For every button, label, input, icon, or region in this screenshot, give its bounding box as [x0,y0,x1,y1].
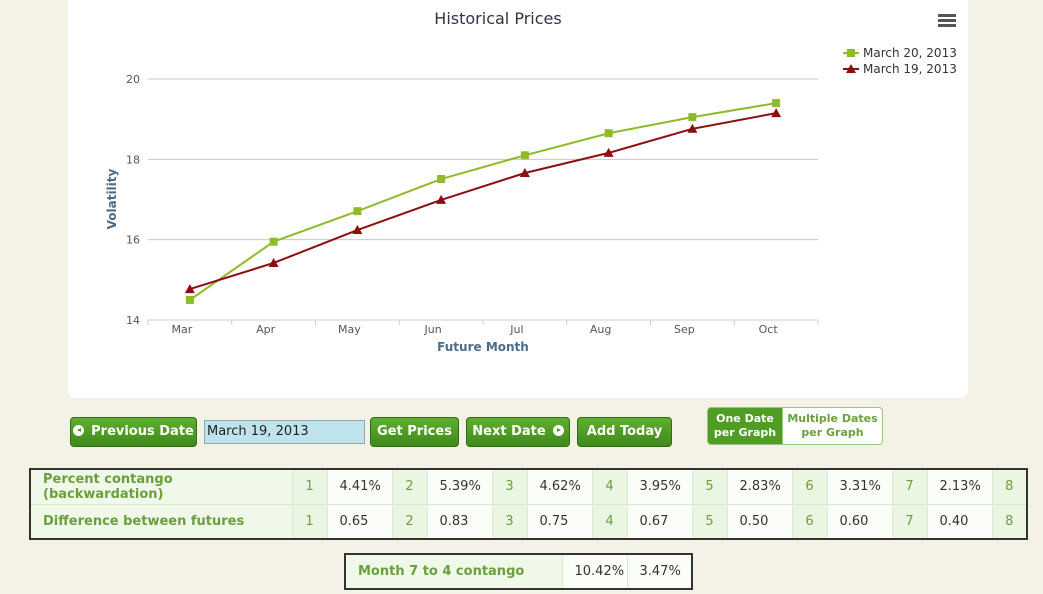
series-line [189,112,777,291]
row: Difference between futures 1 0.65 2 0.83 3 0.7… [30,504,1028,540]
cell: 4 [592,469,628,505]
chart-panel [68,0,968,398]
cell: 2 [392,504,428,540]
toggle-one-date[interactable]: One Date per Graph [707,407,783,445]
cell: 4.62% [527,469,593,505]
chart-title: Historical Prices [434,9,561,28]
cell: 4.41% [327,469,393,505]
cell: 4 [592,504,628,540]
row: Percent contango (backwardation) 1 4.41% 2 5… [30,469,1028,505]
x-tick-label: Oct [759,323,779,336]
button-label: Previous Date [91,424,194,439]
point [771,108,782,118]
x-tick-label: Sep [674,323,695,336]
y-tick-label: 16 [126,234,140,247]
summary-table: Month 7 to 4 contango 10.42% 3.47% [344,553,693,590]
cell: 1 [292,504,328,540]
cell: 0.75 [527,504,593,540]
point [519,167,530,177]
point [847,49,855,57]
legend-label: March 19, 2013 [863,62,957,76]
x-tick-label: Jul [509,323,523,336]
y-tick-label: 18 [126,153,140,166]
cell: 2 [392,469,428,505]
point [184,284,195,294]
point [436,194,447,204]
point [269,237,278,246]
cell: 2.13% [927,469,993,505]
point [604,129,613,138]
cell: 6 [792,469,828,505]
point [352,225,363,235]
x-tick-label: Mar [171,323,192,336]
previous-date-button[interactable]: Previous Date [70,417,197,447]
cell: Difference between futures [30,504,293,540]
legend-label: March 20, 2013 [863,46,957,60]
point [688,113,697,122]
cell: 3 [492,469,528,505]
cell: 10.42% [562,554,628,590]
contango-table: Percent contango (backwardation) 1 4.41% 2 5… [29,468,1028,540]
cell: 0.50 [727,504,793,540]
button-label: Next Date [472,424,546,439]
chart: Historical Prices Future Month Volatilit… [105,9,957,354]
point [846,64,856,73]
point [772,99,781,108]
y-axis-label: Volatility [105,168,119,229]
row: Month 7 to 4 contango 10.42% 3.47% [345,554,693,590]
cell: 3.31% [827,469,893,505]
point [268,257,279,267]
cell: 0.83 [427,504,493,540]
cell: 3 [492,504,528,540]
x-axis-label: Future Month [437,340,529,354]
y-tick-label: 14 [126,314,140,327]
next-date-button[interactable]: Next Date [466,417,570,447]
get-prices-button[interactable]: Get Prices [370,417,459,447]
x-tick-label: May [338,323,361,336]
cell: Percent contango (backwardation) [30,469,293,505]
point [185,295,194,304]
cell: 3.47% [627,554,693,590]
cell: 7 [892,469,928,505]
cell: 0.60 [827,504,893,540]
cell: 0.65 [327,504,393,540]
cell: 6 [792,504,828,540]
point [353,207,362,216]
point [687,123,698,133]
series-line [189,102,777,301]
point [603,147,614,157]
cell: 2.83% [727,469,793,505]
y-tick-label: 20 [126,73,140,86]
cell: 5 [692,469,728,505]
x-tick-label: Aug [590,323,611,336]
cell: 8 [992,469,1028,505]
cell: 5 [692,504,728,540]
point [520,151,529,160]
menu-icon[interactable] [938,14,956,27]
cell: 7 [892,504,928,540]
cell: 5.39% [427,469,493,505]
add-today-button[interactable]: Add Today [577,417,672,447]
date-input[interactable]: March 19, 2013 [204,420,365,444]
x-tick-label: Jun [424,323,442,336]
cell: 1 [292,469,328,505]
cell: 0.67 [627,504,693,540]
cell: 8 [992,504,1028,540]
x-tick-label: Apr [256,323,276,336]
cell: 3.95% [627,469,693,505]
cell: 0.40 [927,504,993,540]
point [437,175,446,184]
cell: Month 7 to 4 contango [345,554,563,590]
toggle-multiple-dates[interactable]: Multiple Dates per Graph [782,407,883,445]
